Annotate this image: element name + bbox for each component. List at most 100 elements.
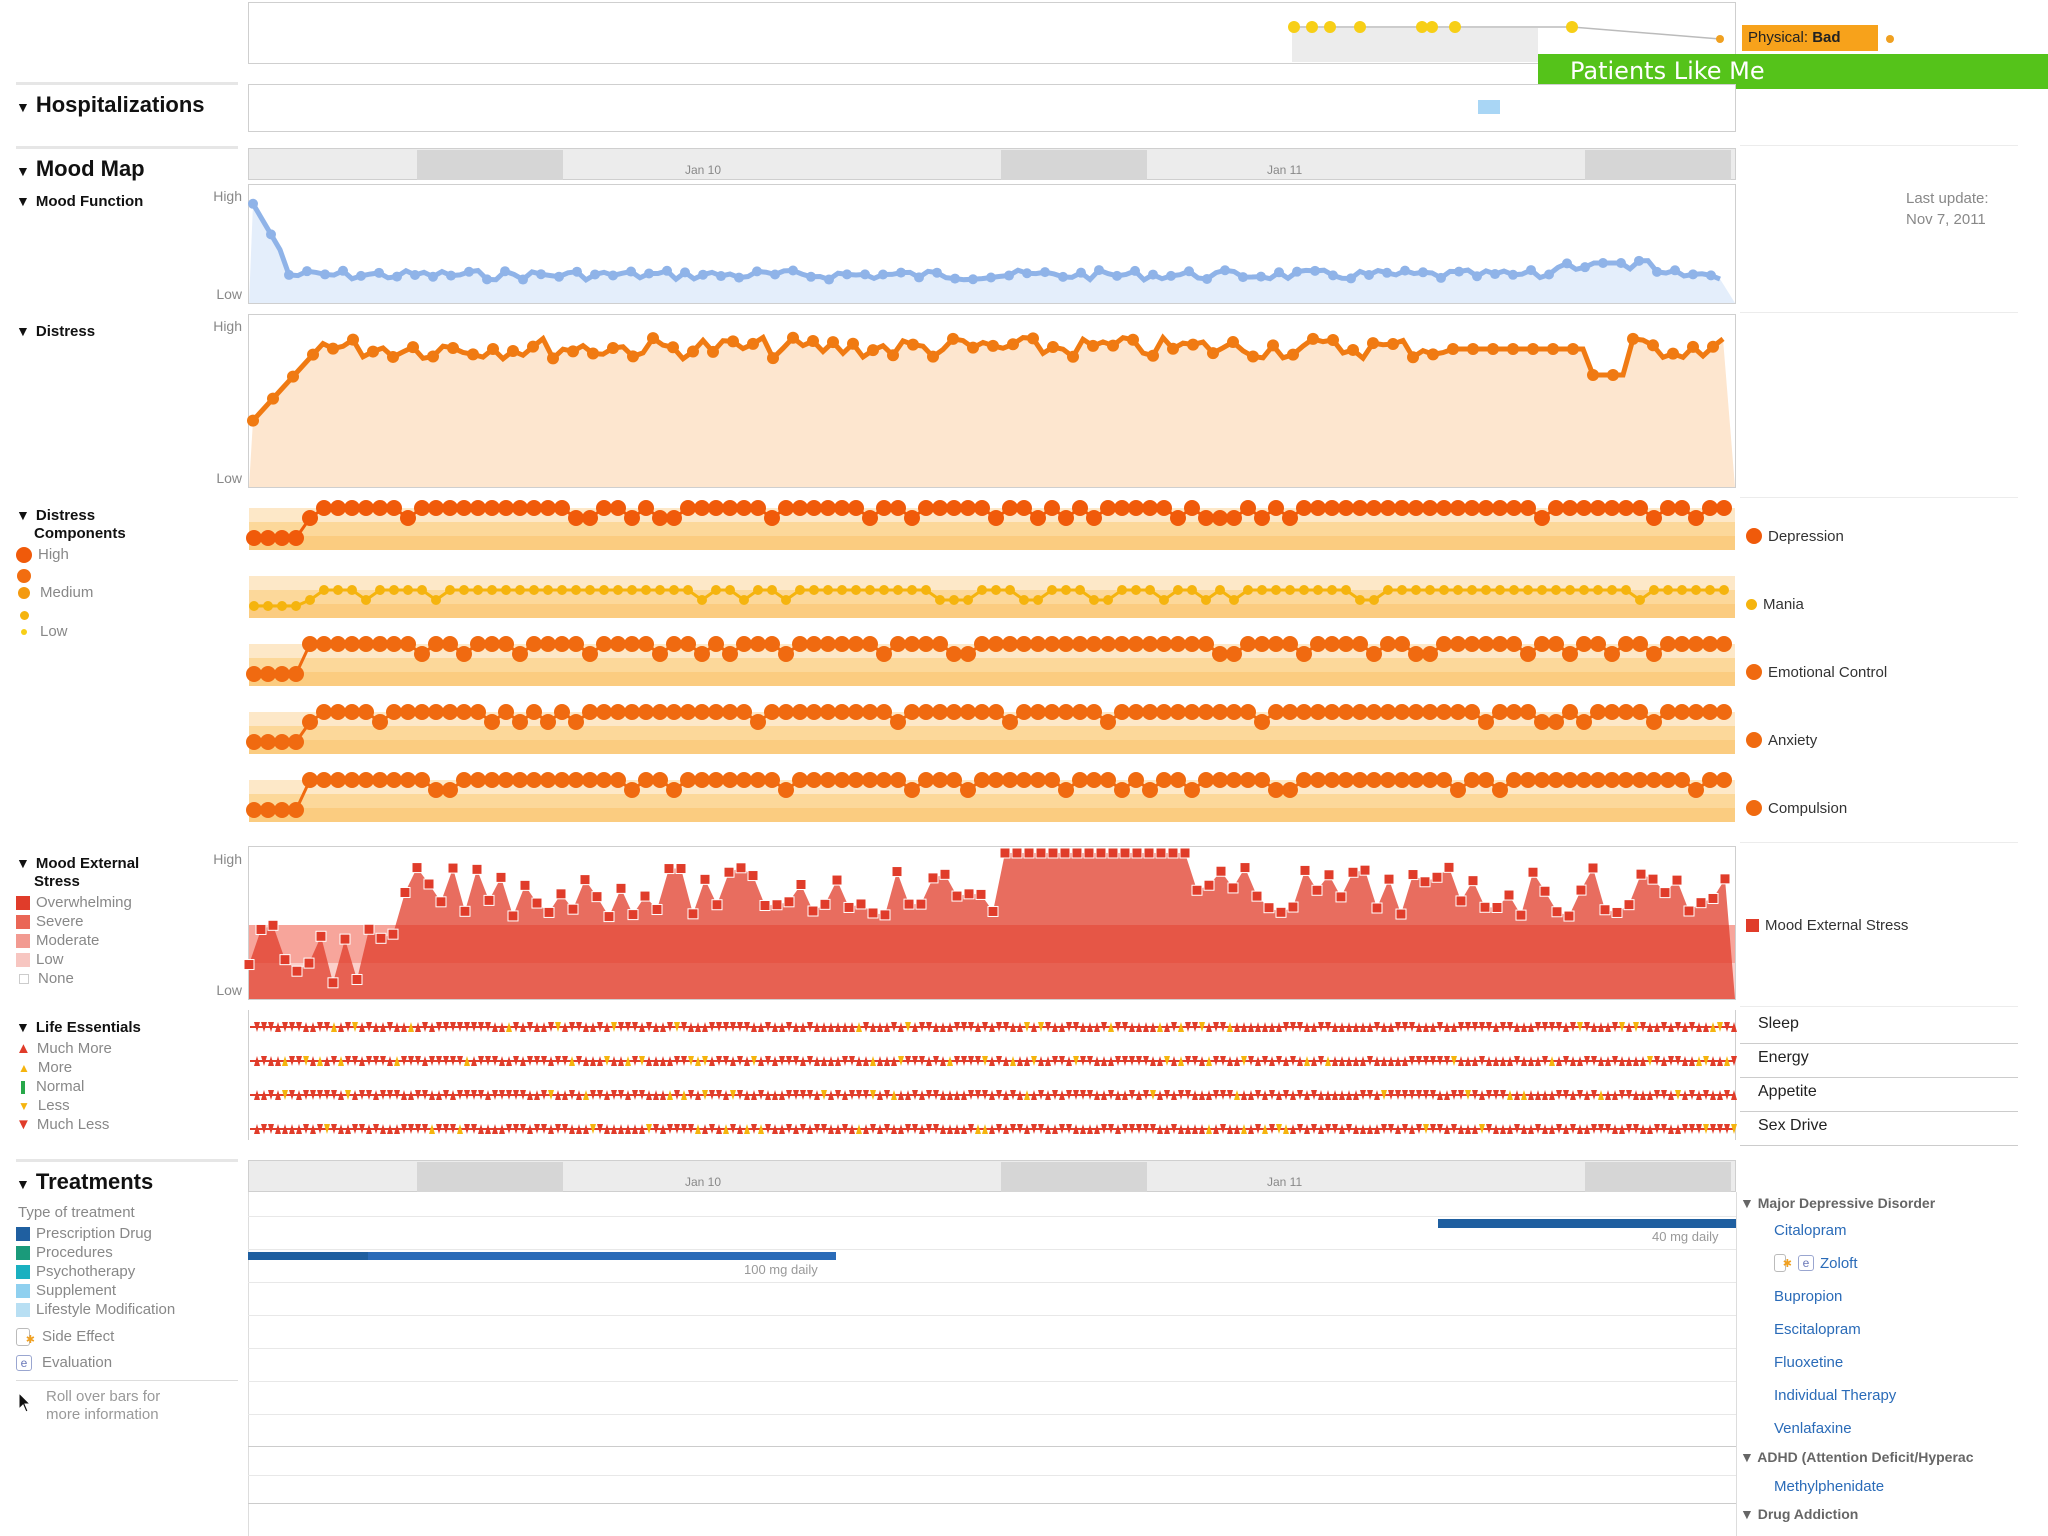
mood-function-chart[interactable] — [248, 185, 1735, 303]
essential-mark — [1227, 1090, 1233, 1100]
treatment-methylphenidate[interactable]: Methylphenidate — [1774, 1478, 1885, 1495]
stress-point — [1515, 909, 1527, 921]
treatments-timeline[interactable]: Jan 10 Jan 11 — [248, 1160, 1736, 1192]
essential-mark — [359, 1022, 365, 1032]
essential-mark — [1325, 1124, 1331, 1134]
mood-function-toggle[interactable]: ▼ Mood Function — [16, 192, 143, 211]
timeline-tick-label: Jan 11 — [1267, 163, 1303, 177]
mood-map-timeline[interactable]: Jan 10 Jan 11 — [248, 148, 1736, 180]
component-series-label[interactable]: Mania — [1746, 594, 1804, 614]
essential-mark — [1395, 1056, 1401, 1066]
patients-like-me-banner[interactable]: Patients Like Me — [1538, 54, 2048, 89]
essential-mark — [450, 1124, 456, 1134]
essential-mark — [555, 1124, 561, 1134]
component-series-label[interactable]: Emotional Control — [1746, 662, 1887, 682]
treatment-venlafaxine[interactable]: Venlafaxine — [1774, 1420, 1852, 1437]
mood-point — [644, 268, 654, 279]
stress-point — [555, 888, 567, 900]
distress-components-title-line2: Components — [34, 525, 126, 542]
distress-point — [1707, 340, 1719, 353]
essential-mark — [639, 1124, 645, 1134]
essential-mark — [1024, 1090, 1030, 1100]
treatment-bupropion[interactable]: Bupropion — [1774, 1288, 1843, 1305]
treatment-citalopram[interactable]: Citalopram — [1774, 1222, 1847, 1239]
component-point — [683, 585, 693, 595]
essential-mark — [814, 1056, 820, 1066]
essential-mark — [1052, 1124, 1058, 1134]
component-series-label[interactable]: Depression — [1746, 526, 1844, 546]
distress-toggle[interactable]: ▼ Distress — [16, 322, 95, 341]
essential-mark — [1395, 1090, 1401, 1100]
treatment-escitalopram[interactable]: Escitalopram — [1774, 1321, 1861, 1338]
component-point — [1173, 585, 1183, 595]
component-point — [624, 782, 640, 798]
citalopram-dose-label: 40 mg daily — [1652, 1229, 1719, 1244]
essential-mark — [1038, 1056, 1044, 1066]
stress-point — [1083, 847, 1095, 859]
distress-point — [1487, 343, 1499, 355]
essential-mark — [555, 1056, 561, 1066]
hospitalizations-toggle[interactable]: ▼ Hospitalizations — [16, 92, 205, 118]
essential-mark — [499, 1090, 505, 1100]
stress-point — [1395, 908, 1407, 920]
citalopram-bar[interactable] — [1438, 1219, 1736, 1228]
component-series-label[interactable]: Compulsion — [1746, 798, 1847, 818]
essential-mark — [408, 1056, 414, 1066]
hospitalization-bar[interactable] — [1478, 100, 1500, 114]
essential-mark — [1003, 1124, 1009, 1134]
distress-components-chart[interactable] — [246, 496, 1736, 836]
essential-mark — [835, 1022, 841, 1032]
component-point — [459, 585, 469, 595]
essential-mark — [310, 1022, 316, 1032]
physical-badge[interactable]: Physical: Bad — [1742, 25, 1878, 51]
group-adhd[interactable]: ▼ ADHD (Attention Deficit/Hyperac — [1740, 1449, 2036, 1465]
essential-mark — [646, 1022, 652, 1032]
essential-mark — [758, 1124, 764, 1134]
mood-function-title: Mood Function — [35, 193, 144, 210]
component-point — [1702, 772, 1718, 788]
essential-mark — [1668, 1124, 1674, 1134]
treatment-zoloft[interactable]: Zoloft — [1820, 1255, 1858, 1272]
component-point — [260, 530, 276, 546]
essential-mark — [996, 1022, 1002, 1032]
mood-map-toggle[interactable]: ▼ Mood Map — [16, 156, 145, 182]
side-effect-icon[interactable]: ✱ — [1774, 1254, 1792, 1272]
zoloft-bar-segment[interactable] — [248, 1252, 368, 1260]
evaluation-icon[interactable]: e — [1798, 1255, 1814, 1271]
component-point — [1492, 704, 1508, 720]
component-point — [1226, 704, 1242, 720]
essential-mark — [744, 1124, 750, 1134]
divider — [1740, 497, 2018, 498]
essential-mark — [954, 1124, 960, 1134]
group-drug-addiction[interactable]: ▼ Drug Addiction — [1740, 1506, 2036, 1522]
group-major-depressive-disorder[interactable]: ▼ Major Depressive Disorder — [1740, 1195, 2036, 1211]
essential-mark — [751, 1124, 757, 1134]
essential-mark — [1388, 1090, 1394, 1100]
distress-chart[interactable] — [247, 315, 1735, 487]
component-band — [249, 726, 1735, 740]
essential-mark — [730, 1056, 736, 1066]
distress-components-toggle[interactable]: ▼ Distress Components — [16, 506, 126, 543]
zoloft-bar[interactable] — [248, 1252, 836, 1260]
external-stress-toggle[interactable]: ▼ Mood External Stress — [16, 854, 139, 891]
life-essentials-chart[interactable] — [248, 1010, 1737, 1140]
stress-point — [423, 878, 435, 890]
stress-point — [1407, 869, 1419, 881]
essential-mark — [1521, 1056, 1527, 1066]
component-point — [1296, 646, 1312, 662]
essential-mark — [772, 1090, 778, 1100]
essential-mark — [310, 1124, 316, 1134]
treatment-fluoxetine[interactable]: Fluoxetine — [1774, 1354, 1844, 1371]
component-series-label[interactable]: Anxiety — [1746, 730, 1817, 750]
external-stress-chart[interactable] — [243, 847, 1735, 999]
treatment-individual-therapy[interactable]: Individual Therapy — [1774, 1387, 1897, 1404]
distress-point — [567, 345, 579, 358]
treatments-grid — [1736, 1192, 1737, 1536]
life-essentials-toggle[interactable]: ▼ Life Essentials — [16, 1018, 141, 1037]
mood-point — [374, 267, 384, 278]
component-point — [1114, 704, 1130, 720]
component-point — [1453, 585, 1463, 595]
timeline-tick-label: Jan 10 — [685, 1175, 722, 1189]
treatments-toggle[interactable]: ▼ Treatments — [16, 1169, 153, 1195]
component-point — [512, 714, 528, 730]
